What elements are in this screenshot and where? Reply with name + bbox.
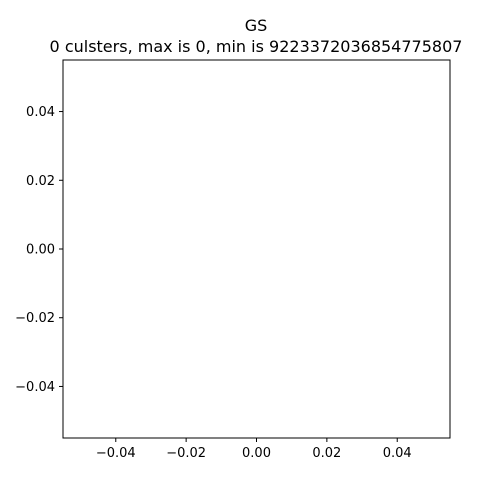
x-tick-label: 0.02 — [312, 446, 341, 461]
x-tick-label: −0.04 — [96, 446, 136, 461]
y-tick-label: 0.04 — [26, 105, 55, 120]
y-tick-label: 0.02 — [26, 174, 55, 189]
y-tick-label: 0.00 — [26, 243, 55, 258]
x-tick-label: −0.02 — [166, 446, 206, 461]
y-tick-label: −0.04 — [15, 380, 55, 395]
x-tick-label: 0.00 — [242, 446, 271, 461]
plot-frame — [62, 59, 451, 439]
y-tick-label: −0.02 — [15, 311, 55, 326]
x-tick-label: 0.04 — [383, 446, 412, 461]
y-axis-ticks: −0.04 −0.02 0.00 0.02 0.04 — [15, 105, 63, 395]
chart-title: GS — [245, 16, 268, 35]
x-axis-ticks: −0.04 −0.02 0.00 0.02 0.04 — [96, 438, 412, 461]
chart-subtitle: 0 culsters, max is 0, min is 92233720368… — [50, 37, 463, 56]
